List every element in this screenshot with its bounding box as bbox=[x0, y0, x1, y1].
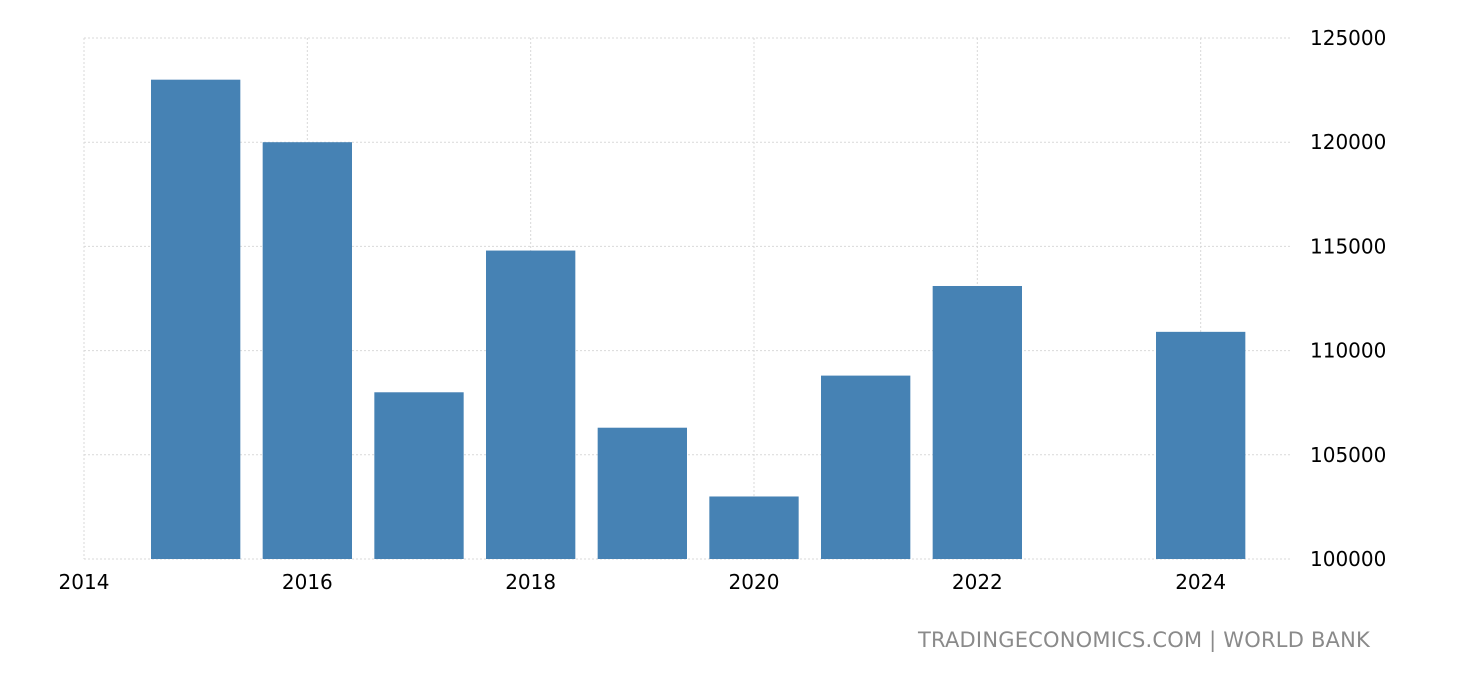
x-tick-label: 2014 bbox=[59, 570, 110, 594]
y-axis-ticks: 100000 105000 110000 115000 120000 125000 bbox=[1310, 26, 1386, 571]
y-tick-label: 120000 bbox=[1310, 130, 1386, 154]
bar-2021 bbox=[821, 375, 911, 559]
x-tick-label: 2020 bbox=[729, 570, 780, 594]
y-tick-label: 105000 bbox=[1310, 443, 1386, 467]
x-tick-label: 2024 bbox=[1175, 570, 1226, 594]
bar-2022 bbox=[932, 285, 1022, 559]
bar-2024 bbox=[1156, 331, 1246, 559]
x-tick-label: 2018 bbox=[505, 570, 556, 594]
bar-2018 bbox=[486, 250, 576, 559]
bars-group bbox=[151, 79, 1246, 560]
y-tick-label: 110000 bbox=[1310, 339, 1386, 363]
bar-2016 bbox=[262, 142, 352, 559]
x-tick-label: 2022 bbox=[952, 570, 1003, 594]
y-tick-label: 125000 bbox=[1310, 26, 1386, 50]
bar-2020 bbox=[709, 496, 799, 559]
bar-2019 bbox=[597, 427, 687, 559]
y-tick-label: 115000 bbox=[1310, 234, 1386, 258]
x-tick-label: 2016 bbox=[282, 570, 333, 594]
y-tick-label: 100000 bbox=[1310, 547, 1386, 571]
bar-2017 bbox=[374, 392, 464, 559]
source-attribution: TRADINGECONOMICS.COM | WORLD BANK bbox=[918, 628, 1370, 652]
bar-2015 bbox=[151, 79, 241, 560]
x-axis-ticks: 2014 2016 2018 2020 2022 2024 bbox=[59, 570, 1227, 594]
